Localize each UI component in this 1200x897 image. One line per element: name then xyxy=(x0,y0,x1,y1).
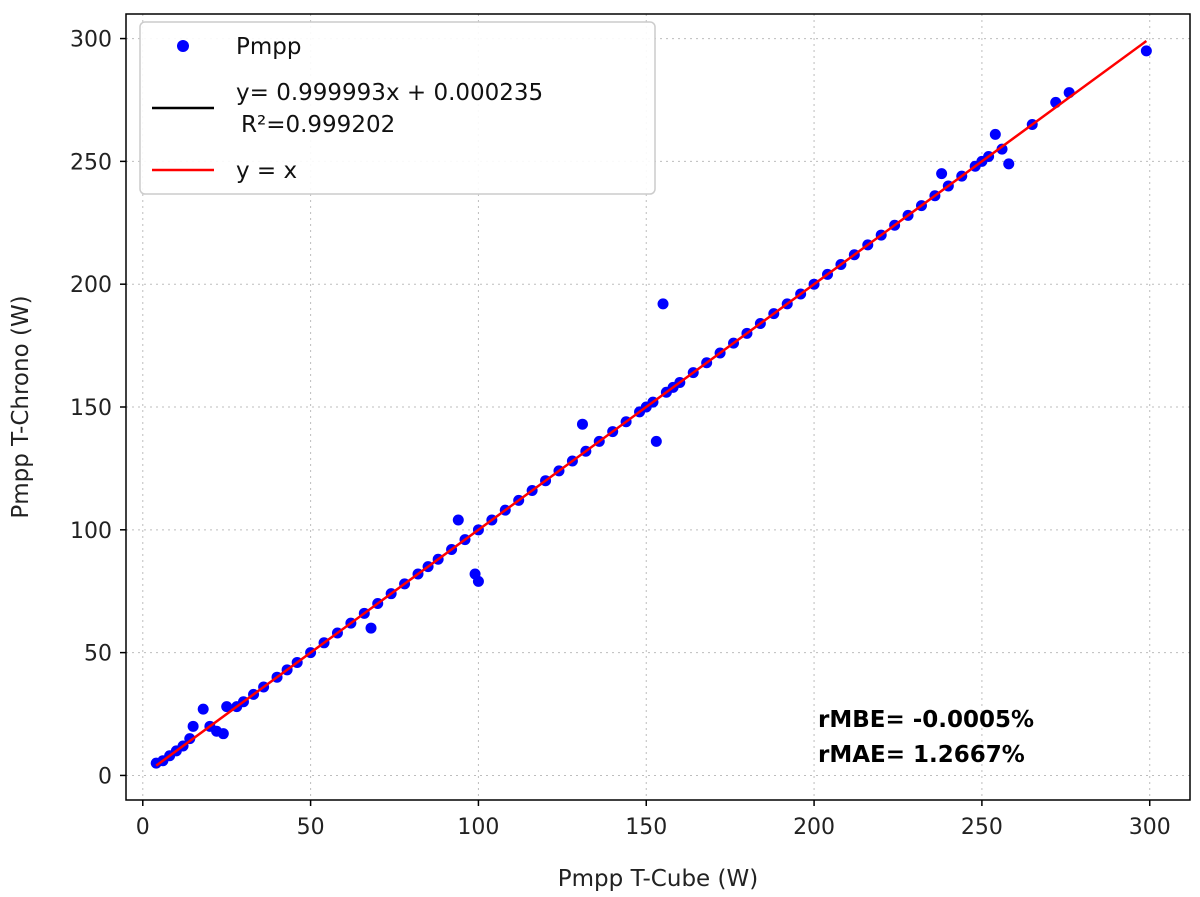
x-tick-label: 300 xyxy=(1129,815,1171,840)
data-point xyxy=(576,418,588,430)
x-tick-label: 150 xyxy=(625,815,667,840)
data-point xyxy=(936,168,948,180)
y-axis-ticks: 0 50 100 150 200 250 300 xyxy=(70,28,126,789)
plot-frame xyxy=(125,13,1191,801)
data-point xyxy=(650,435,662,447)
data-point xyxy=(221,701,233,713)
identity-line xyxy=(155,40,1148,767)
legend-label-identity: y = x xyxy=(236,158,297,184)
x-axis-ticks: 0 50 100 150 200 250 300 xyxy=(136,800,1171,840)
y-tick-label: 0 xyxy=(98,764,112,789)
data-point xyxy=(989,128,1001,140)
legend-marker-points xyxy=(177,40,189,52)
x-tick-label: 250 xyxy=(961,815,1003,840)
x-tick-label: 0 xyxy=(136,815,150,840)
data-point xyxy=(365,622,377,634)
data-point xyxy=(472,575,484,587)
data-point xyxy=(1003,158,1015,170)
data-point xyxy=(452,514,464,526)
y-tick-label: 100 xyxy=(70,519,112,544)
x-tick-label: 100 xyxy=(457,815,499,840)
data-point xyxy=(657,298,669,310)
data-point xyxy=(184,733,196,745)
grid xyxy=(126,14,1190,800)
x-tick-label: 50 xyxy=(297,815,325,840)
data-point xyxy=(197,703,209,715)
y-tick-label: 250 xyxy=(70,150,112,175)
y-tick-label: 300 xyxy=(70,28,112,53)
legend-label-points: Pmpp xyxy=(236,34,301,60)
y-tick-label: 50 xyxy=(84,642,112,667)
x-tick-label: 200 xyxy=(793,815,835,840)
rmae-annotation: rMAE= 1.2667% xyxy=(818,742,1025,768)
rmbe-annotation: rMBE= -0.0005% xyxy=(818,707,1034,733)
x-axis-label: Pmpp T-Cube (W) xyxy=(558,866,758,892)
legend-label-fit-line2: R²=0.999202 xyxy=(241,112,395,138)
y-tick-label: 150 xyxy=(70,396,112,421)
legend-label-fit-line1: y= 0.999993x + 0.000235 xyxy=(236,80,543,106)
data-point xyxy=(996,143,1008,155)
legend-box xyxy=(139,21,656,195)
data-point xyxy=(217,728,229,740)
data-point xyxy=(1140,45,1152,57)
data-point xyxy=(187,720,199,732)
legend: Pmpp y= 0.999993x + 0.000235 R²=0.999202… xyxy=(139,21,656,195)
y-tick-label: 200 xyxy=(70,273,112,298)
y-axis-label: Pmpp T-Chrono (W) xyxy=(8,295,34,518)
